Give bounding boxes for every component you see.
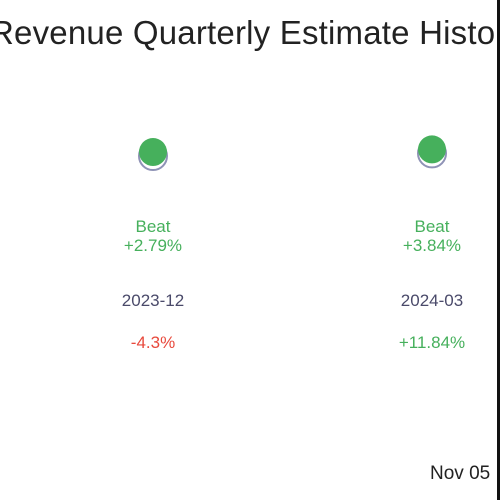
actual-marker [418, 135, 446, 164]
actual-marker [139, 138, 167, 167]
surprise-label: +3.84% [403, 236, 461, 255]
change-label: -4.3% [131, 333, 175, 352]
period-label: 2023-12 [122, 291, 184, 310]
result-label: Beat [415, 217, 450, 236]
period-label: 2024-03 [401, 291, 463, 310]
chart-title: Revenue Quarterly Estimate History [0, 14, 500, 51]
result-label: Beat [136, 217, 171, 236]
surprise-label: +2.79% [124, 236, 182, 255]
change-label: +11.84% [399, 333, 465, 352]
date-stamp: Nov 05 [430, 463, 491, 484]
frame-border [497, 0, 500, 500]
